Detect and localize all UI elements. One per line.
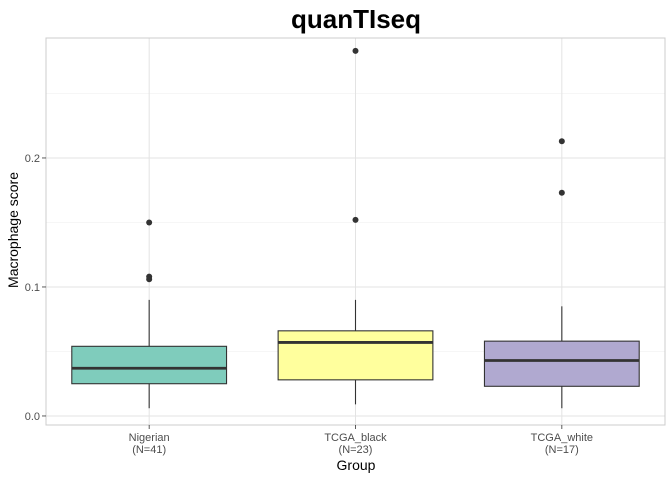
x-tick-count-label: (N=41) [132, 444, 166, 456]
y-tick-label: 0.1 [25, 282, 40, 294]
y-axis: 0.0 0.1 0.2 [25, 153, 46, 423]
box-tcga-white [483, 138, 640, 409]
outlier-point [146, 219, 153, 226]
outlier-point [352, 47, 359, 54]
box-nigerian [71, 219, 228, 409]
box-iqr [483, 340, 640, 387]
y-tick-label: 0.0 [25, 411, 40, 423]
x-tick-label: TCGA_black [324, 432, 387, 444]
outlier-point [558, 189, 565, 196]
x-tick-label: Nigerian [129, 432, 170, 444]
box-iqr [71, 345, 228, 385]
y-axis-label: Macrophage score [5, 172, 21, 288]
x-axis: Nigerian(N=41) TCGA_black(N=23) TCGA_white… [129, 425, 593, 456]
box-series [71, 47, 640, 409]
outlier-point [558, 138, 565, 145]
box-tcga-black [277, 47, 434, 405]
chart-title: quanTIseq [291, 4, 421, 34]
x-tick-count-label: (N=23) [339, 444, 373, 456]
x-axis-label: Group [337, 457, 376, 473]
x-tick-label: TCGA_white [531, 432, 593, 444]
x-tick-count-label: (N=17) [545, 444, 579, 456]
box-iqr [277, 330, 434, 381]
outlier-point [146, 276, 153, 283]
outlier-point [352, 216, 359, 223]
y-tick-label: 0.2 [25, 153, 40, 165]
